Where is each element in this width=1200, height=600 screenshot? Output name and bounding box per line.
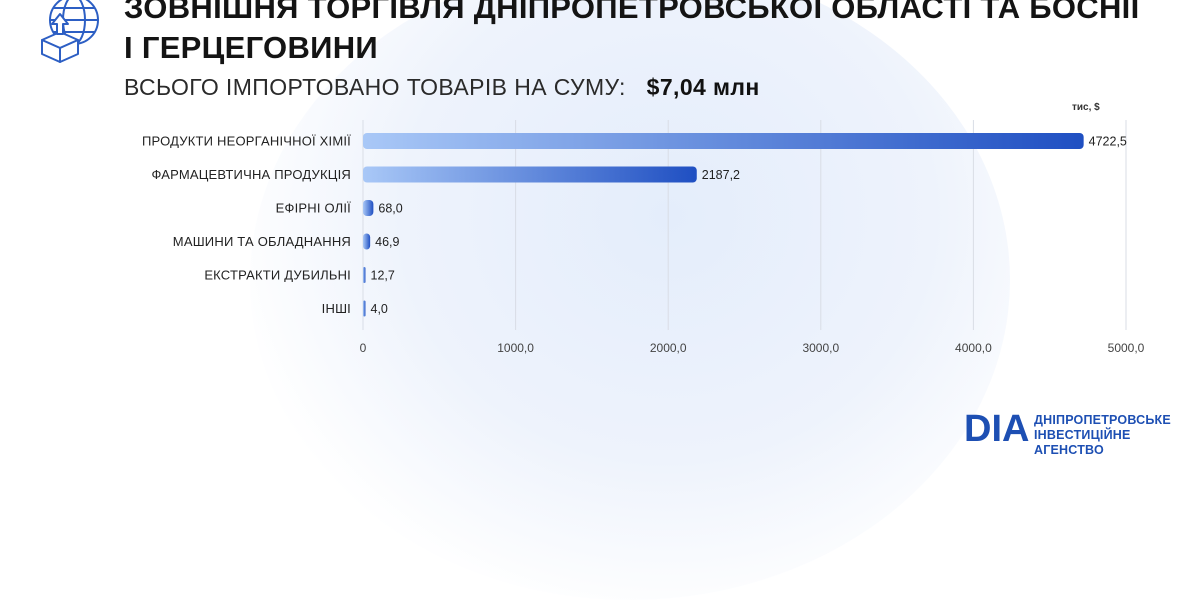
bar xyxy=(363,200,374,216)
subtitle-total-value: $7,04 млн xyxy=(646,74,760,100)
dia-logo-icon: DIA xyxy=(964,408,1029,448)
category-label: ПРОДУКТИ НЕОРГАНІЧНОЇ ХІМІЇ xyxy=(142,134,351,149)
labels: 0 1000,0 2000,0 3000,0 4000,0 5000,0 ПРОДУКТИ … xyxy=(142,134,1145,356)
value-label: 2187,2 xyxy=(702,168,740,182)
bar-chart: 0 1000,0 2000,0 3000,0 4000,0 5000,0 ПРОДУКТИ … xyxy=(142,120,1145,356)
value-label: 4,0 xyxy=(371,302,388,316)
bar xyxy=(363,267,366,283)
value-label: 12,7 xyxy=(371,269,395,283)
page-title: ЗОВНІШНЯ ТОРГІВЛЯ ДНІПРОПЕТРОВСЬКОЇ ОБЛА… xyxy=(124,0,1139,68)
category-label: ІНШІ xyxy=(322,301,351,316)
title-line-2: І ГЕРЦЕГОВИНИ xyxy=(124,30,378,65)
globe-box-upload-icon xyxy=(41,0,99,63)
category-label: МАШИНИ ТА ОБЛАДНАННЯ xyxy=(173,234,351,249)
x-tick-label: 1000,0 xyxy=(497,341,534,355)
category-label: ФАРМАЦЕВТИЧНА ПРОДУКЦІЯ xyxy=(151,167,351,182)
subtitle: ВСЬОГО ІМПОРТОВАНО ТОВАРІВ НА СУМУ: $7,0… xyxy=(124,74,760,101)
x-tick-label: 4000,0 xyxy=(955,341,992,355)
bars xyxy=(363,133,1084,317)
bar xyxy=(363,233,371,250)
x-tick-label: 3000,0 xyxy=(802,341,839,355)
category-label: ЕФІРНІ ОЛІЇ xyxy=(276,201,352,216)
bar xyxy=(363,300,366,317)
x-tick-label: 5000,0 xyxy=(1108,341,1145,355)
grid-lines xyxy=(362,120,1127,330)
logo-text: ДНІПРОПЕТРОВСЬКЕ ІНВЕСТИЦІЙНЕ АГЕНСТВО xyxy=(1034,413,1200,458)
category-label: ЕКСТРАКТИ ДУБИЛЬНІ xyxy=(204,268,351,283)
bar xyxy=(363,166,697,183)
logo-line-1: ДНІПРОПЕТРОВСЬКЕ xyxy=(1034,413,1171,427)
x-tick-label: 0 xyxy=(360,341,367,355)
logo-mark: DIA xyxy=(964,408,1029,448)
bar xyxy=(363,133,1084,149)
value-label: 4722,5 xyxy=(1089,135,1127,149)
value-label: 68,0 xyxy=(378,202,402,216)
x-tick-label: 2000,0 xyxy=(650,341,687,355)
logo-line-2: ІНВЕСТИЦІЙНЕ АГЕНСТВО xyxy=(1034,428,1131,457)
unit-label: тис, $ xyxy=(1072,102,1100,113)
value-label: 46,9 xyxy=(375,235,399,249)
title-line-1: ЗОВНІШНЯ ТОРГІВЛЯ ДНІПРОПЕТРОВСЬКОЇ ОБЛА… xyxy=(124,0,1140,25)
subtitle-label: ВСЬОГО ІМПОРТОВАНО ТОВАРІВ НА СУМУ: xyxy=(124,74,626,100)
